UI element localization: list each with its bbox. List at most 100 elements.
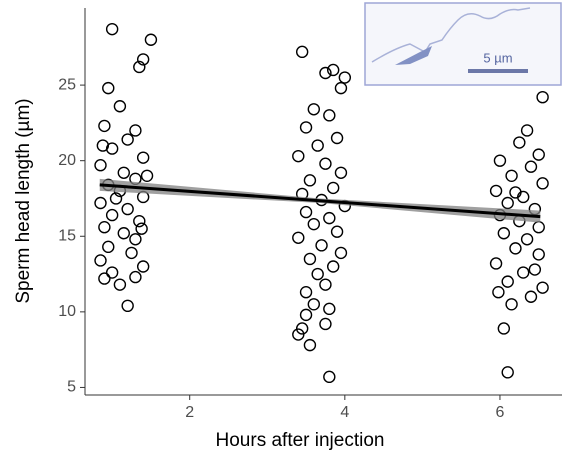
point xyxy=(334,166,348,179)
point xyxy=(303,174,317,187)
point xyxy=(299,121,313,134)
point xyxy=(307,298,321,311)
point xyxy=(532,248,545,261)
point xyxy=(129,270,142,284)
point xyxy=(501,366,514,379)
point xyxy=(140,169,154,183)
point xyxy=(520,233,534,246)
point xyxy=(98,119,111,133)
point xyxy=(517,266,530,279)
point xyxy=(492,286,505,299)
point xyxy=(330,225,344,238)
point xyxy=(113,100,127,113)
point xyxy=(96,139,110,152)
point xyxy=(497,227,511,240)
point xyxy=(105,22,119,36)
point xyxy=(524,160,538,173)
point xyxy=(136,260,150,273)
point xyxy=(129,124,142,137)
point xyxy=(532,148,545,161)
point xyxy=(136,53,150,66)
point xyxy=(98,220,111,234)
point xyxy=(319,66,332,80)
x-tick-label: 4 xyxy=(340,404,349,421)
point xyxy=(94,254,107,267)
point xyxy=(536,90,549,104)
point xyxy=(323,370,336,384)
point xyxy=(295,322,309,335)
point xyxy=(307,217,321,231)
point xyxy=(497,322,511,335)
point xyxy=(121,202,134,216)
point xyxy=(326,260,340,273)
y-tick-label: 25 xyxy=(58,76,76,93)
point xyxy=(292,231,305,244)
point xyxy=(299,308,313,322)
y-tick-label: 20 xyxy=(58,152,76,169)
point xyxy=(323,109,336,122)
point xyxy=(520,124,534,137)
point xyxy=(133,60,146,74)
point xyxy=(133,214,146,228)
point xyxy=(303,338,317,352)
point xyxy=(292,149,305,163)
point xyxy=(489,257,503,270)
point xyxy=(513,136,526,149)
point xyxy=(532,220,545,234)
point xyxy=(311,267,324,281)
point xyxy=(524,290,538,303)
fit-line xyxy=(99,183,541,219)
point xyxy=(311,139,324,152)
sperm-tail xyxy=(371,7,531,63)
point xyxy=(509,242,522,255)
point xyxy=(501,196,514,210)
point xyxy=(113,278,127,291)
point xyxy=(326,63,340,77)
point xyxy=(489,184,503,198)
point xyxy=(109,192,123,205)
point xyxy=(299,205,313,219)
x-tick-label: 2 xyxy=(185,404,194,421)
scale-label: 5 µm xyxy=(483,50,512,65)
point xyxy=(135,222,148,235)
inset: 5 µm xyxy=(364,2,562,86)
point xyxy=(299,286,313,299)
point xyxy=(105,266,119,279)
y-tick-label: 5 xyxy=(67,379,76,396)
point xyxy=(323,302,336,316)
point xyxy=(102,81,115,95)
x-tick-label: 6 xyxy=(495,404,504,421)
point xyxy=(136,151,150,164)
point xyxy=(295,45,309,59)
point xyxy=(105,208,119,222)
x-axis-title: Hours after injection xyxy=(216,430,385,451)
point xyxy=(493,154,507,167)
point xyxy=(334,81,348,95)
point xyxy=(330,131,344,145)
point xyxy=(117,166,130,179)
point xyxy=(505,169,518,183)
point xyxy=(129,233,142,246)
point xyxy=(338,71,352,84)
point xyxy=(303,252,317,266)
y-axis-title: Sperm head length (µm) xyxy=(13,98,34,303)
point xyxy=(98,272,111,285)
point xyxy=(501,275,514,288)
point xyxy=(334,246,348,260)
point xyxy=(323,211,336,225)
point xyxy=(505,298,518,311)
point xyxy=(319,278,332,291)
point xyxy=(319,157,332,170)
point xyxy=(509,186,522,199)
point xyxy=(94,196,107,210)
point xyxy=(94,159,107,172)
y-tick-label: 10 xyxy=(58,303,76,320)
point xyxy=(144,33,158,46)
point xyxy=(125,246,138,260)
point xyxy=(315,239,328,252)
point xyxy=(121,299,134,313)
point xyxy=(326,181,340,195)
point xyxy=(292,328,305,341)
point xyxy=(117,227,130,240)
